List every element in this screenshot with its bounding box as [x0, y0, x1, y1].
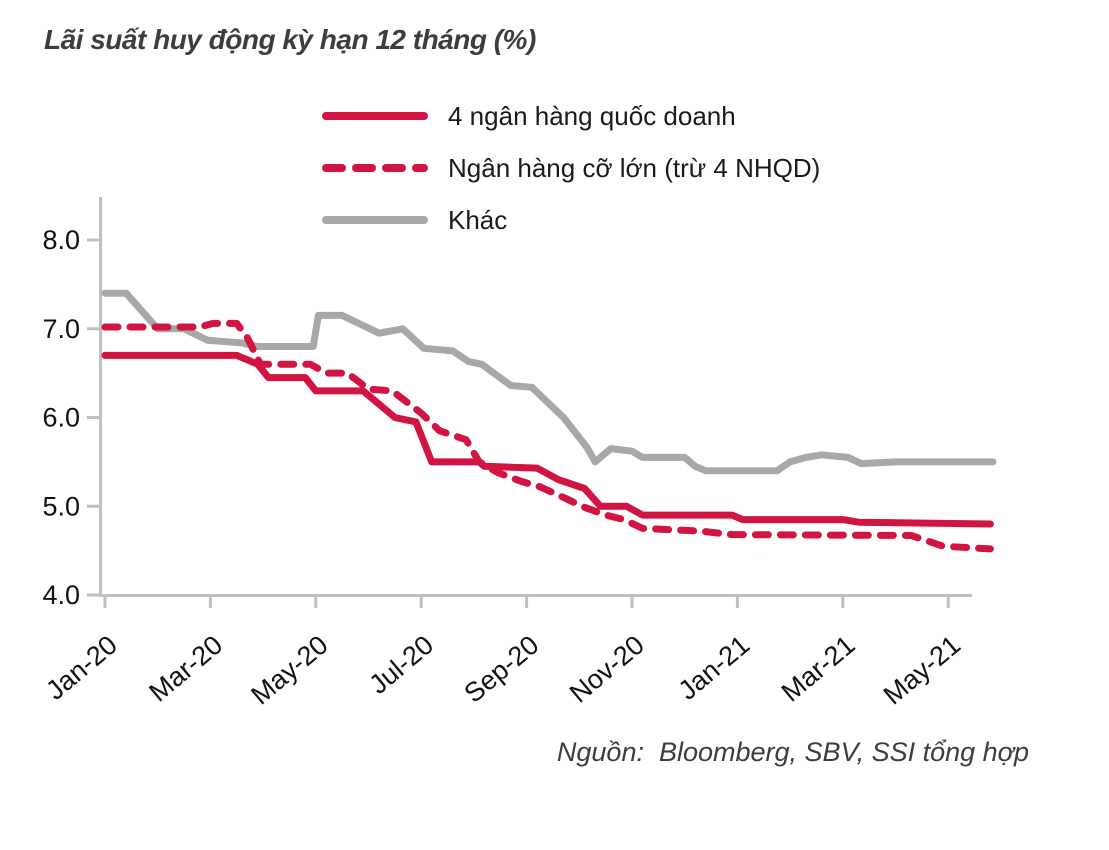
legend-label: 4 ngân hàng quốc doanh	[448, 100, 736, 131]
x-tick-label: Jan-21	[673, 630, 756, 706]
y-tick-label: 6.0	[42, 403, 80, 433]
x-tick-label: Jul-20	[363, 630, 439, 700]
x-tick-label: Mar-20	[143, 630, 228, 708]
x-tick-label: Sep-20	[458, 630, 544, 709]
x-tick-label: May-20	[245, 630, 333, 711]
series-line-4-ngan-hang-quoc-doanh	[101, 351, 994, 528]
series-lines	[101, 289, 997, 553]
x-tick-label: Nov-20	[564, 630, 650, 709]
legend-swatch-solid-red-icon	[322, 112, 428, 120]
legend-label: Ngân hàng cỡ lớn (trừ 4 NHQD)	[448, 152, 821, 183]
source-note: Nguồn: Bloomberg, SBV, SSI tổng hợp	[556, 737, 1029, 767]
chart-title: Lãi suất huy động kỳ hạn 12 tháng (%)	[44, 24, 536, 55]
legend-swatch-solid-gray-icon	[322, 216, 428, 224]
x-tick-label: Jan-20	[40, 630, 123, 706]
legend-item-khac: Khác	[322, 201, 820, 239]
series-line-ngan-hang-co-lon	[101, 319, 994, 553]
y-tick-label: 4.0	[42, 580, 80, 610]
legend-item-4nhqd: 4 ngân hàng quốc doanh	[322, 97, 820, 135]
x-tick-label: May-21	[878, 630, 966, 711]
series-line-khac	[101, 289, 997, 475]
legend-label: Khác	[448, 204, 508, 235]
x-tick-label: Mar-21	[776, 630, 861, 708]
legend-item-co-lon: Ngân hàng cỡ lớn (trừ 4 NHQD)	[322, 149, 820, 187]
y-tick-label: 8.0	[42, 225, 80, 255]
axes	[87, 197, 972, 608]
legend: 4 ngân hàng quốc doanh Ngân hàng cỡ lớn …	[322, 97, 820, 239]
y-tick-label: 7.0	[42, 314, 80, 344]
legend-swatch-dashed-red-icon	[322, 164, 428, 172]
y-tick-label: 5.0	[42, 491, 80, 521]
